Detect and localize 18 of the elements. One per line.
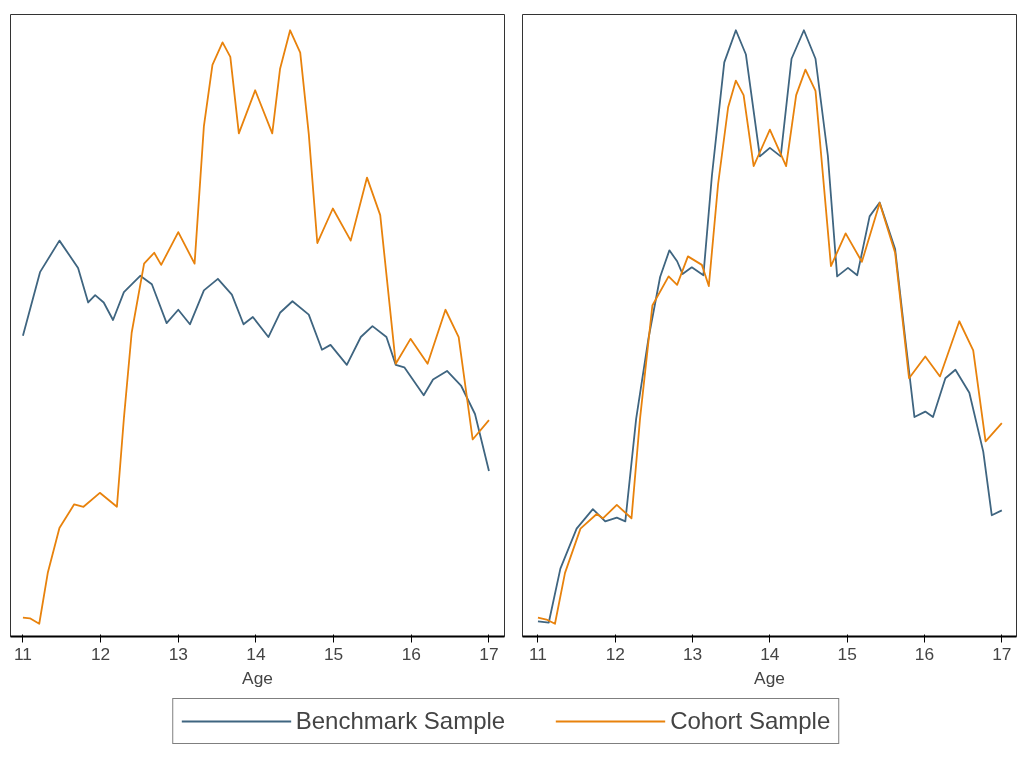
x-tick-label: 15 xyxy=(323,643,344,664)
x-tick-label: 11 xyxy=(528,643,547,664)
x-tick-label: 14 xyxy=(246,643,266,664)
x-tick-label: 17 xyxy=(992,643,1012,664)
legend-label: Cohort Sample xyxy=(670,707,831,735)
x-tick-label: 12 xyxy=(90,643,111,664)
x-tick-label: 13 xyxy=(682,643,703,664)
x-tick-label: 16 xyxy=(914,643,935,664)
x-axis-title: Age xyxy=(754,667,785,688)
x-tick-label: 12 xyxy=(605,643,625,664)
x-axis-title: Age xyxy=(242,667,273,688)
legend-label: Benchmark Sample xyxy=(295,707,506,735)
x-tick-label: 13 xyxy=(168,643,188,664)
x-tick-label: 17 xyxy=(479,643,499,664)
x-tick-label: 15 xyxy=(837,643,857,664)
x-tick-label: 11 xyxy=(13,643,32,664)
x-tick-label: 14 xyxy=(760,643,780,664)
x-tick-label: 16 xyxy=(401,643,421,664)
